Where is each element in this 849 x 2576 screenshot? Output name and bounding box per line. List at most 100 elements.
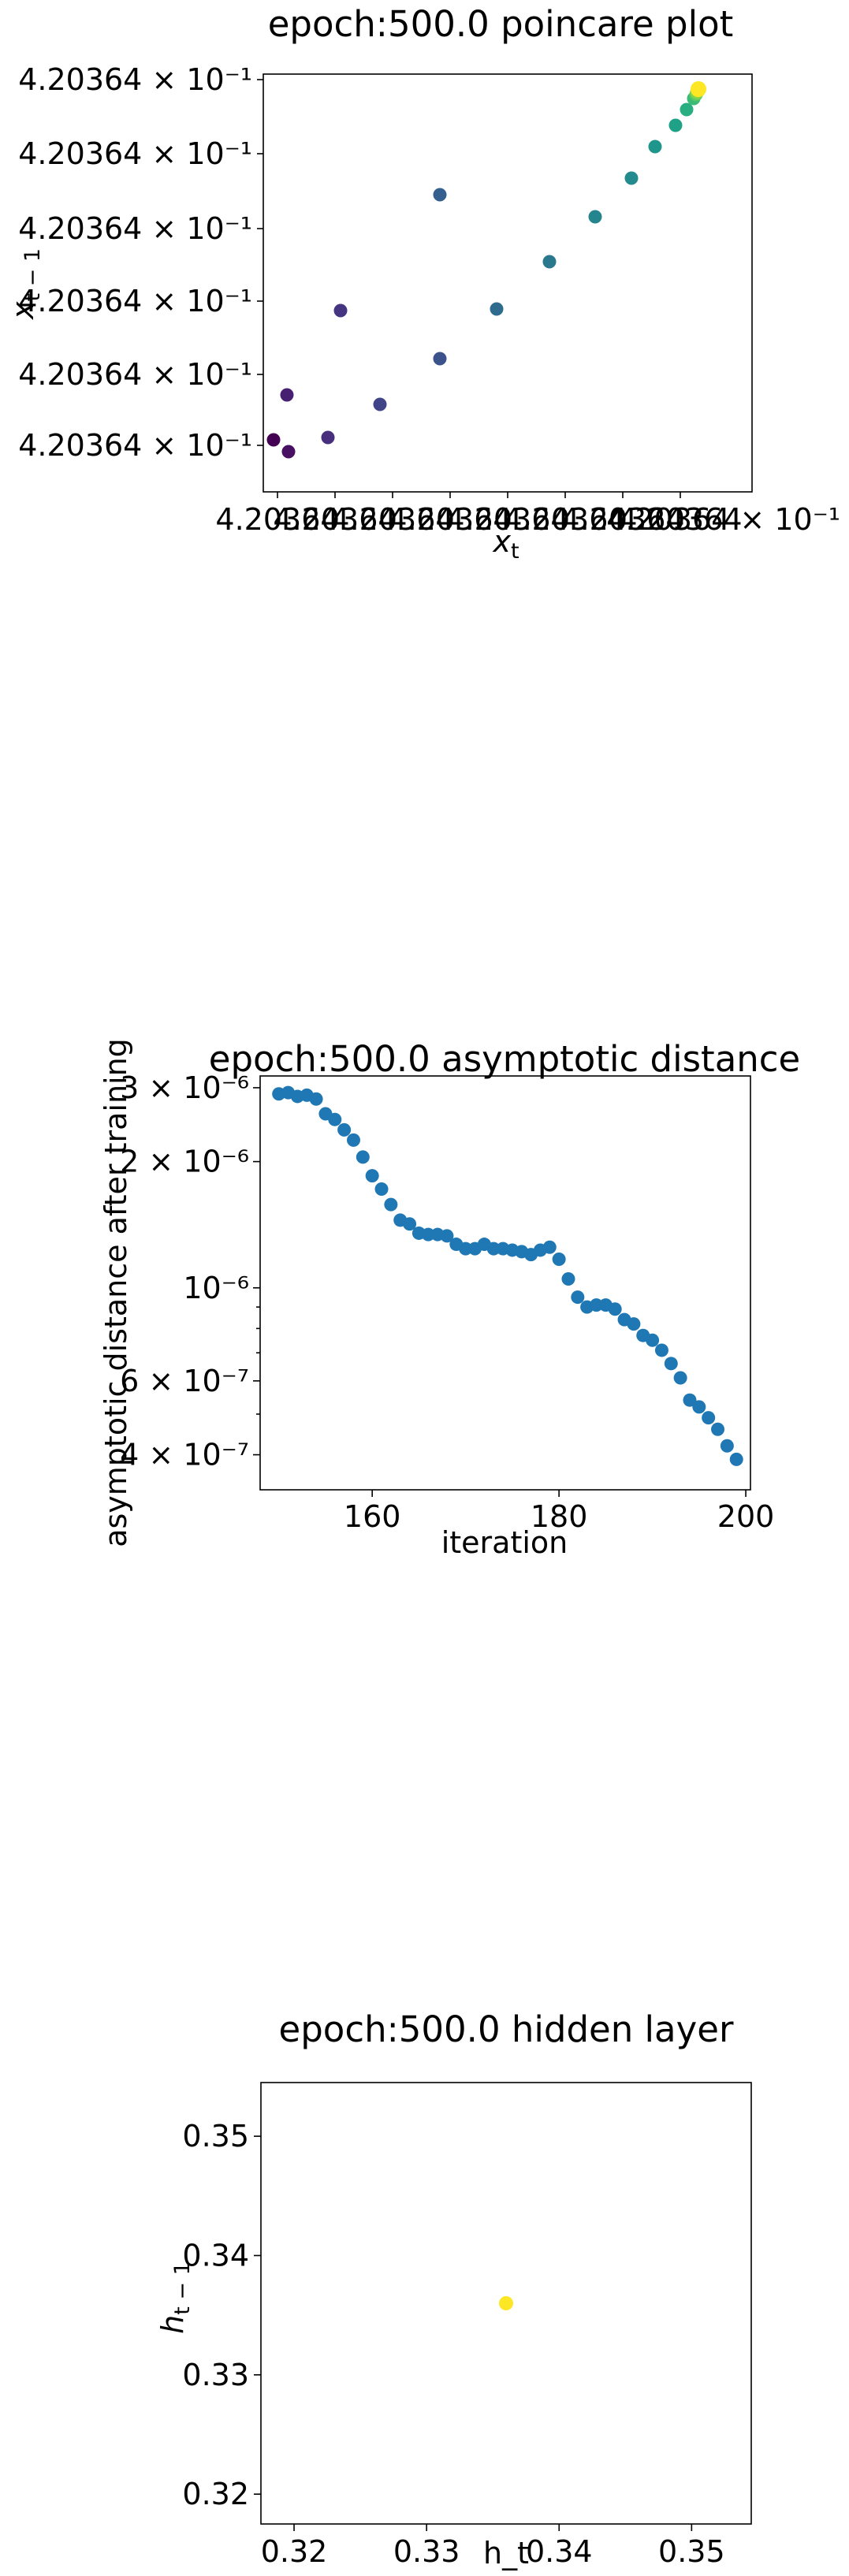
y-tick-label: 0.34 xyxy=(182,2238,249,2273)
scatter-point xyxy=(590,1298,604,1312)
scatter-point xyxy=(440,1229,454,1243)
x-axis-ticks: 160 180 200 xyxy=(344,1490,774,1534)
scatter-point xyxy=(720,1439,734,1453)
scatter-point xyxy=(403,1217,417,1231)
y-tick-label: 0.35 xyxy=(182,2119,249,2153)
y-tick-label: 4.20364 × 10⁻¹ xyxy=(18,136,252,171)
scatter-point xyxy=(309,1092,323,1106)
y-axis-label: ht − 1 xyxy=(155,2261,195,2334)
plot-frame xyxy=(263,73,753,493)
x-tick-label: 4.20364 xyxy=(273,502,397,537)
y-tick-label: 0.33 xyxy=(182,2358,249,2392)
chart-title: epoch:500.0 poincare plot xyxy=(268,3,734,45)
x-tick-label: 4.20364 × 10⁻¹ xyxy=(606,502,840,537)
scatter-point xyxy=(499,2296,513,2310)
scatter-point xyxy=(571,1290,585,1305)
y-tick-label: 3 × 10⁻⁶ xyxy=(120,1070,249,1105)
chart-title: epoch:500.0 asymptotic distance xyxy=(209,1038,800,1080)
scatter-point xyxy=(346,1133,360,1147)
scatter-point xyxy=(490,302,504,316)
y-tick-label: 4.20364 × 10⁻¹ xyxy=(18,357,252,392)
scatter-point xyxy=(433,352,447,366)
x-tick-label: 0.34 xyxy=(526,2534,593,2569)
y-axis-ticks: 4.20364 × 10⁻¹ 4.20364 × 10⁻¹ 4.20364 × 10… xyxy=(18,62,263,463)
scatter-point xyxy=(333,303,348,318)
y-tick-label: 4 × 10⁻⁷ xyxy=(120,1438,249,1472)
x-tick-label: 4.20364 xyxy=(215,502,339,537)
x-tick-label: 4.20364 xyxy=(330,502,454,537)
x-axis-ticks: 4.203644.203644.203644.203644.203644.203… xyxy=(215,492,840,537)
y-tick-label: 0.32 xyxy=(182,2477,249,2511)
x-axis-label: xt xyxy=(492,524,519,564)
scatter-point xyxy=(692,1400,706,1414)
x-tick-label: 180 xyxy=(531,1499,588,1534)
scatter-point xyxy=(281,445,296,459)
plot-frame xyxy=(260,2082,752,2525)
hidden-layer-chart: epoch:500.0 hidden layer 0.320.330.340.3… xyxy=(155,2008,752,2570)
scatter-point xyxy=(542,255,557,269)
scatter-point xyxy=(337,1122,352,1137)
x-tick-label: 160 xyxy=(344,1499,401,1534)
poincare-chart: epoch:500.0 poincare plot 4.20364 × 10⁻¹… xyxy=(6,3,840,564)
x-axis-ticks: 0.32 0.33 0.34 0.35 xyxy=(261,2524,725,2569)
scatter-point xyxy=(459,1241,473,1256)
y-axis-label: asymptotic distance after training xyxy=(99,1038,133,1547)
data-points xyxy=(266,81,706,459)
scatter-point xyxy=(691,81,706,97)
asymptotic-distance-chart: epoch:500.0 asymptotic distance 4 × 10⁻⁷… xyxy=(99,1038,800,1560)
y-tick-label: 4.20364 × 10⁻¹ xyxy=(18,211,252,246)
x-axis-label: h_t xyxy=(483,2536,529,2570)
y-tick-label: 10⁻⁶ xyxy=(183,1271,249,1305)
x-tick-label: 4.20364 xyxy=(445,502,569,537)
scatter-point xyxy=(486,1241,501,1256)
scatter-point xyxy=(664,1357,678,1371)
x-tick-label: 200 xyxy=(717,1499,775,1534)
scatter-point xyxy=(433,188,447,202)
x-tick-label: 0.32 xyxy=(261,2534,328,2569)
scatter-point xyxy=(648,140,662,154)
x-tick-label: 0.33 xyxy=(393,2534,460,2569)
y-tick-label: 2 × 10⁻⁶ xyxy=(120,1145,249,1179)
scatter-point xyxy=(673,1371,687,1385)
data-points xyxy=(499,2296,513,2310)
scatter-point xyxy=(588,210,602,224)
x-tick-label: 0.35 xyxy=(658,2534,725,2569)
scatter-point xyxy=(374,1182,389,1196)
scatter-point xyxy=(373,397,387,411)
scatter-point xyxy=(321,430,335,445)
x-tick-label: 4.20364 xyxy=(618,502,742,537)
scatter-point xyxy=(328,1112,342,1126)
scatter-point xyxy=(627,1317,641,1331)
scatter-point xyxy=(608,1302,622,1316)
x-axis-label: iteration xyxy=(441,1525,568,1560)
scatter-point xyxy=(421,1227,435,1241)
x-tick-label: 4.20364 xyxy=(560,502,684,537)
scatter-point xyxy=(711,1422,725,1436)
plot-frame xyxy=(259,1075,751,1491)
y-axis-label: xt − 1 xyxy=(6,248,45,320)
scatter-point xyxy=(702,1411,716,1425)
scatter-point xyxy=(646,1333,660,1347)
scatter-point xyxy=(561,1272,575,1286)
scatter-point xyxy=(680,102,694,117)
scatter-point xyxy=(280,388,294,402)
data-points xyxy=(272,1085,743,1466)
scatter-point xyxy=(542,1240,557,1254)
y-tick-label: 6 × 10⁻⁷ xyxy=(120,1364,249,1398)
scatter-point xyxy=(356,1150,370,1164)
y-tick-label: 4.20364 × 10⁻¹ xyxy=(18,284,252,318)
scatter-point xyxy=(552,1253,566,1267)
scatter-point xyxy=(365,1169,379,1183)
scatter-point xyxy=(266,433,281,447)
scatter-point xyxy=(384,1197,398,1212)
y-tick-label: 4.20364 × 10⁻¹ xyxy=(18,62,252,97)
y-tick-label: 4.20364 × 10⁻¹ xyxy=(18,428,252,463)
scatter-point xyxy=(683,1393,697,1407)
x-tick-label: 4.20364 xyxy=(388,502,512,537)
scatter-point xyxy=(729,1452,743,1466)
scatter-point xyxy=(668,118,683,132)
y-axis-ticks: 4 × 10⁻⁷ 6 × 10⁻⁷ 10⁻⁶ 2 × 10⁻⁶ 3 × 10⁻⁶ xyxy=(120,1070,260,1472)
scatter-point xyxy=(654,1343,668,1357)
chart-title: epoch:500.0 hidden layer xyxy=(279,2008,734,2050)
